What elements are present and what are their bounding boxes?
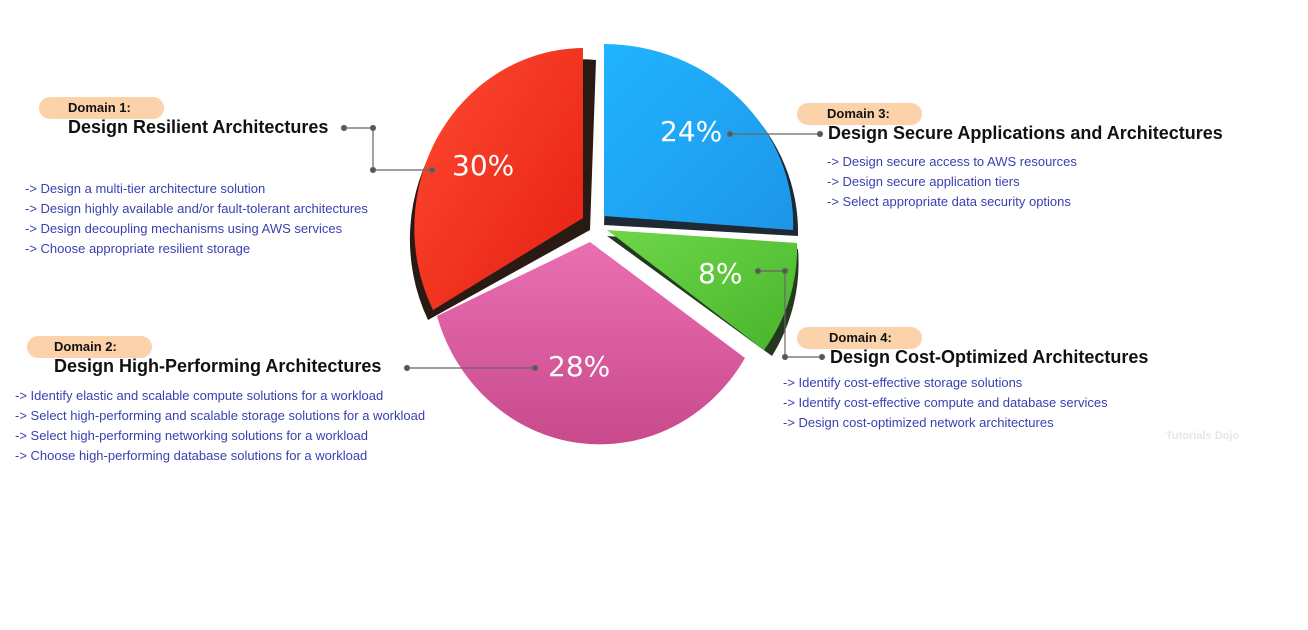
domain-4-title: Design Cost-Optimized Architectures	[830, 347, 1149, 367]
connector-domain-2	[403, 364, 539, 372]
slice-resilient-30	[414, 48, 583, 310]
list-item: -> Select high-performing and scalable s…	[15, 408, 426, 423]
domain-2-title: Design High-Performing Architectures	[54, 356, 382, 376]
slice-secure-24	[604, 44, 794, 230]
list-item: -> Choose appropriate resilient storage	[25, 241, 251, 256]
percent-label-domain-3: 24%	[660, 115, 723, 148]
connector-domain-4	[754, 267, 826, 361]
domain-1-badge: Domain 1:	[39, 97, 164, 119]
percent-label-domain-1: 30%	[452, 149, 515, 182]
list-item: -> Design cost-optimized network archite…	[783, 415, 1054, 430]
list-item: -> Select appropriate data security opti…	[827, 194, 1071, 209]
domain-3-title: Design Secure Applications and Architect…	[828, 123, 1223, 143]
watermark: Tutorials Dojo	[1166, 430, 1240, 442]
domain-4-task-list: -> Identify cost-effective storage solut…	[783, 373, 1108, 433]
domain-2-task-list: -> Identify elastic and scalable compute…	[15, 386, 425, 466]
connector-domain-1	[340, 124, 436, 174]
percent-label-domain-2: 28%	[548, 350, 611, 383]
domain-1-task-list: -> Design a multi-tier architecture solu…	[25, 179, 368, 259]
list-item: -> Design a multi-tier architecture solu…	[25, 181, 266, 196]
domain-3-badge: Domain 3:	[797, 103, 922, 125]
list-item: -> Identify elastic and scalable compute…	[15, 388, 384, 403]
list-item: -> Design decoupling mechanisms using AW…	[25, 221, 343, 236]
percent-label-domain-4: 8%	[698, 257, 743, 290]
domain-1-title: Design Resilient Architectures	[68, 117, 329, 137]
list-item: -> Design secure access to AWS resources	[827, 154, 1077, 169]
domain-3-task-list: -> Design secure access to AWS resources…	[827, 152, 1077, 212]
list-item: -> Select high-performing networking sol…	[15, 428, 368, 443]
domain-4-badge: Domain 4:	[797, 327, 922, 349]
slice-performing-28	[437, 242, 745, 445]
slice-cost-8	[607, 230, 798, 350]
list-item: -> Design secure application tiers	[827, 174, 1020, 189]
connector-domain-3	[726, 130, 824, 138]
list-item: -> Choose high-performing database solut…	[15, 448, 368, 463]
domain-2-badge: Domain 2:	[27, 336, 152, 358]
list-item: -> Identify cost-effective storage solut…	[783, 375, 1023, 390]
list-item: -> Design highly available and/or fault-…	[25, 201, 368, 216]
list-item: -> Identify cost-effective compute and d…	[783, 395, 1108, 410]
